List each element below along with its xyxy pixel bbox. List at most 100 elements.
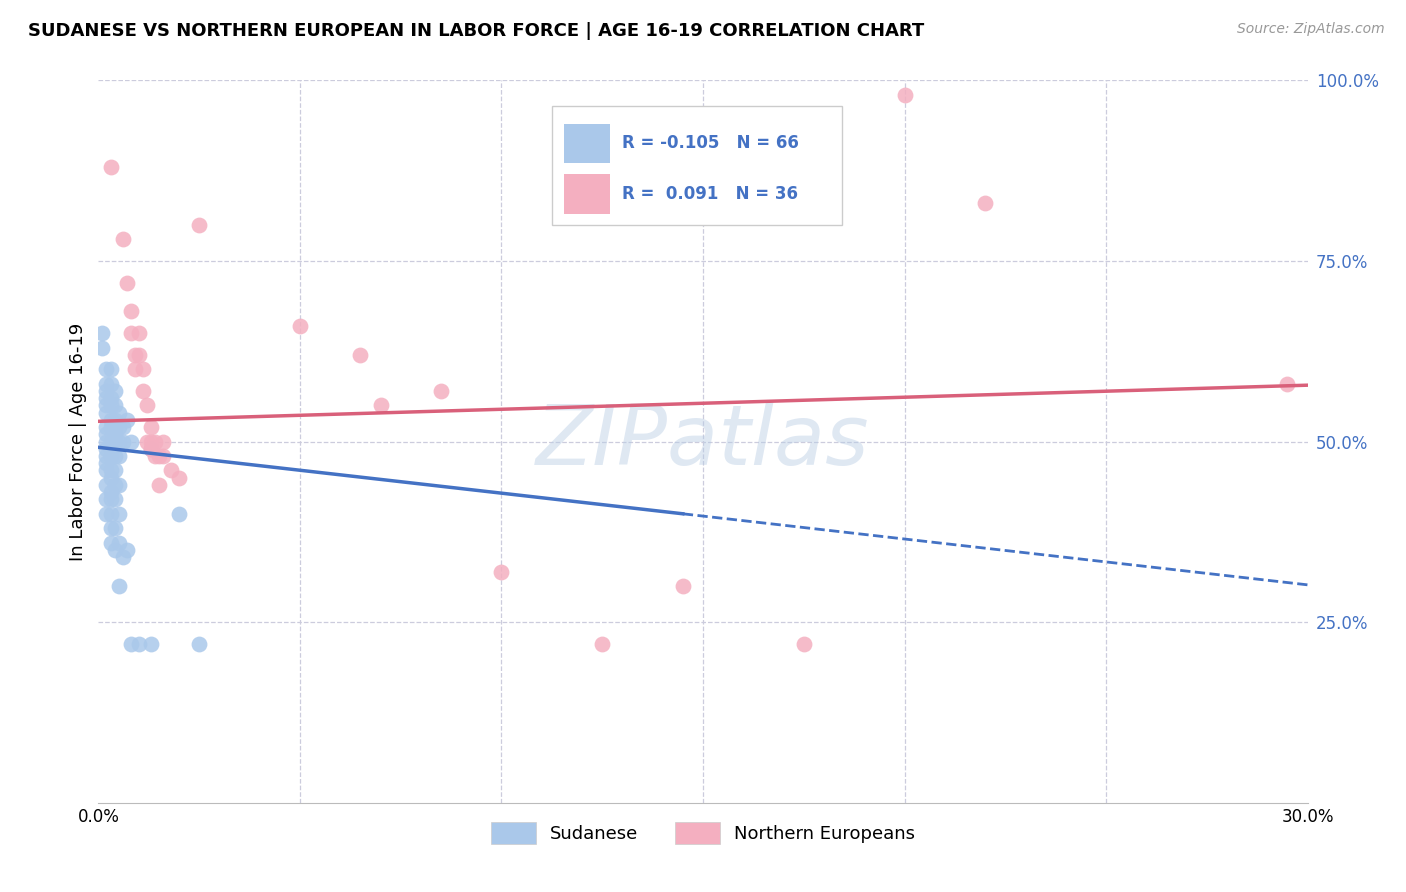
FancyBboxPatch shape	[551, 105, 842, 225]
Point	[370, 398, 392, 412]
Point	[143, 449, 166, 463]
Point	[152, 449, 174, 463]
Point	[107, 449, 129, 463]
Point	[288, 318, 311, 333]
Point	[103, 427, 125, 442]
Point	[893, 87, 915, 102]
Point	[100, 362, 122, 376]
Point	[120, 304, 142, 318]
Point	[96, 463, 118, 477]
Point	[148, 478, 170, 492]
Point	[132, 384, 155, 398]
Point	[103, 384, 125, 398]
Point	[103, 413, 125, 427]
Y-axis label: In Labor Force | Age 16-19: In Labor Force | Age 16-19	[69, 322, 87, 561]
Point	[139, 442, 162, 456]
Point	[160, 463, 183, 477]
Point	[96, 406, 118, 420]
Point	[103, 449, 125, 463]
Point	[96, 391, 118, 405]
Point	[128, 326, 150, 340]
Point	[107, 507, 129, 521]
Point	[100, 535, 122, 549]
Point	[128, 348, 150, 362]
Point	[132, 362, 155, 376]
Point	[103, 492, 125, 507]
Point	[100, 521, 122, 535]
Point	[124, 362, 146, 376]
Point	[100, 449, 122, 463]
Point	[111, 420, 134, 434]
Point	[100, 413, 122, 427]
Point	[120, 326, 142, 340]
Point	[111, 232, 134, 246]
Point	[100, 398, 122, 412]
Text: R =  0.091   N = 36: R = 0.091 N = 36	[621, 185, 799, 202]
Point	[96, 362, 118, 376]
Point	[100, 492, 122, 507]
Point	[100, 485, 122, 500]
Point	[135, 434, 157, 449]
Point	[100, 420, 122, 434]
Point	[115, 542, 138, 557]
Point	[128, 637, 150, 651]
Text: SUDANESE VS NORTHERN EUROPEAN IN LABOR FORCE | AGE 16-19 CORRELATION CHART: SUDANESE VS NORTHERN EUROPEAN IN LABOR F…	[28, 22, 924, 40]
Point	[103, 434, 125, 449]
Point	[96, 384, 118, 398]
Point	[107, 420, 129, 434]
Point	[120, 434, 142, 449]
Point	[974, 196, 997, 211]
Point	[672, 579, 695, 593]
Point	[100, 376, 122, 391]
FancyBboxPatch shape	[564, 124, 610, 163]
Point	[96, 456, 118, 470]
Point	[96, 507, 118, 521]
Point	[103, 398, 125, 412]
Point	[100, 391, 122, 405]
Text: Source: ZipAtlas.com: Source: ZipAtlas.com	[1237, 22, 1385, 37]
Point	[96, 492, 118, 507]
Point	[107, 579, 129, 593]
Point	[591, 637, 613, 651]
Point	[107, 478, 129, 492]
Point	[100, 463, 122, 477]
Point	[115, 413, 138, 427]
Point	[188, 637, 211, 651]
Point	[103, 420, 125, 434]
Point	[167, 507, 190, 521]
Point	[100, 442, 122, 456]
Point	[1277, 376, 1299, 391]
Point	[103, 478, 125, 492]
Point	[120, 637, 142, 651]
Point	[107, 406, 129, 420]
Point	[100, 160, 122, 174]
Point	[103, 542, 125, 557]
Point	[430, 384, 453, 398]
Point	[107, 535, 129, 549]
Legend: Sudanese, Northern Europeans: Sudanese, Northern Europeans	[484, 815, 922, 852]
Point	[103, 463, 125, 477]
Point	[96, 434, 118, 449]
Point	[103, 521, 125, 535]
Point	[349, 348, 371, 362]
Point	[143, 434, 166, 449]
Point	[115, 276, 138, 290]
Point	[96, 427, 118, 442]
Point	[139, 637, 162, 651]
Point	[96, 376, 118, 391]
Point	[491, 565, 513, 579]
Point	[152, 434, 174, 449]
Point	[91, 326, 114, 340]
Point	[148, 449, 170, 463]
Point	[91, 341, 114, 355]
Point	[188, 218, 211, 232]
Text: ZIPatlas: ZIPatlas	[536, 401, 870, 482]
Point	[167, 470, 190, 484]
Point	[139, 420, 162, 434]
Point	[96, 442, 118, 456]
Point	[139, 434, 162, 449]
Point	[100, 507, 122, 521]
Point	[111, 434, 134, 449]
FancyBboxPatch shape	[564, 174, 610, 214]
Point	[96, 420, 118, 434]
